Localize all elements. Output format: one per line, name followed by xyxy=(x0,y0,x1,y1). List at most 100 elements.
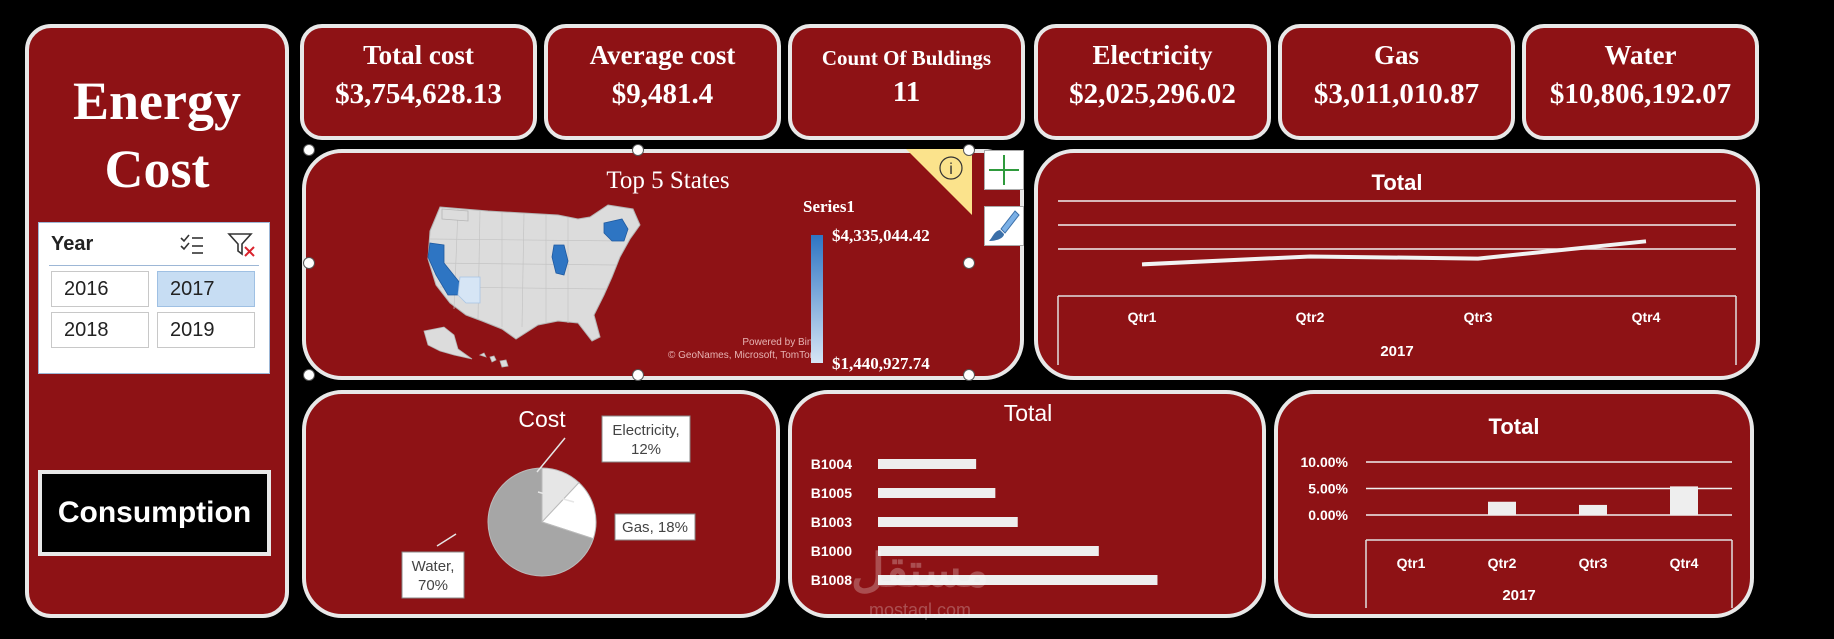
kpi-value: $9,481.4 xyxy=(611,78,714,110)
column-bar xyxy=(1488,501,1516,515)
resize-handle[interactable] xyxy=(632,144,644,156)
map-legend-max: $4,335,044.42 xyxy=(832,226,930,245)
slicer-header: Year xyxy=(51,233,94,255)
line-category-label: Qtr2 xyxy=(1296,309,1325,325)
kpi-average-cost: Average cost $9,481.4 xyxy=(544,24,781,140)
kpi-label: Water xyxy=(1604,40,1677,70)
year-option-2019[interactable]: 2019 xyxy=(157,312,255,348)
hbar-bar xyxy=(878,488,996,498)
resize-handle[interactable] xyxy=(303,257,315,269)
hawaii-shape xyxy=(478,352,509,368)
column-chart-card[interactable]: Total 10.00% 5.00% 0.00% Qtr1 Qtr2 Qtr3 Qtr4 … xyxy=(1274,390,1754,618)
year-option-2017[interactable]: 2017 xyxy=(157,271,255,307)
state-new-york xyxy=(603,218,629,242)
kpi-value: 11 xyxy=(892,76,921,108)
column-tick-label: 5.00% xyxy=(1308,481,1348,497)
line-category-label: Qtr1 xyxy=(1128,309,1157,325)
hbar-bars: B1004 B1005 B1003 B1000 B1008 xyxy=(811,456,1158,588)
map-chart-card[interactable]: Top 5 States Powered by Bing © GeoNames,… xyxy=(302,149,1024,380)
map-legend-gradient xyxy=(811,235,823,363)
year-option-2016[interactable]: 2016 xyxy=(51,271,149,307)
column-tick-label: 10.00% xyxy=(1301,454,1349,470)
hbar-category-label: B1000 xyxy=(811,543,852,559)
line-chart-title: Total xyxy=(1372,170,1423,195)
column-tick-label: 0.00% xyxy=(1308,507,1348,523)
pie-label-electricity: Electricity, 12% xyxy=(601,415,691,463)
hbar-category-label: B1003 xyxy=(811,514,852,530)
state-washington xyxy=(441,208,469,222)
resize-handle[interactable] xyxy=(963,369,975,381)
consumption-button[interactable]: Consumption xyxy=(38,470,271,556)
hbar-chart-card[interactable]: Total B1004 B1005 B1003 B1000 B1008 xyxy=(788,390,1266,618)
kpi-total-cost: Total cost $3,754,628.13 xyxy=(300,24,537,140)
brush-icon xyxy=(989,210,1020,241)
multi-select-icon[interactable] xyxy=(179,233,205,257)
us-map xyxy=(423,204,641,368)
column-axis-box xyxy=(1365,539,1733,608)
line-chart: Total Qtr1 Qtr2 Qtr3 Qtr4 2017 xyxy=(1057,170,1737,365)
hbar-bar xyxy=(878,575,1158,585)
hbar-category-label: B1004 xyxy=(811,456,852,472)
pie-slices xyxy=(487,467,597,577)
kpi-electricity: Electricity $2,025,296.02 xyxy=(1034,24,1271,140)
pie-label-gas-text: Gas, 18% xyxy=(622,519,688,536)
column-category-label: Qtr4 xyxy=(1670,555,1699,571)
year-slicer: Year 2016 2017 2018 2019 xyxy=(38,222,270,374)
pie-chart: Cost Electricity, 12% Gas, 18% Water, 70… xyxy=(401,406,696,599)
column-category-label: Qtr3 xyxy=(1579,555,1608,571)
kpi-label: Electricity xyxy=(1092,40,1213,70)
hbar-category-label: B1008 xyxy=(811,572,852,588)
pie-chart-card[interactable]: Cost Electricity, 12% Gas, 18% Water, 70… xyxy=(302,390,780,618)
kpi-label: Total cost xyxy=(363,40,474,70)
line-series xyxy=(1141,239,1647,267)
pie-label-electricity-name: Electricity, xyxy=(612,422,679,439)
kpi-label: Average cost xyxy=(589,40,736,70)
line-category-label: Qtr3 xyxy=(1464,309,1493,325)
resize-handle[interactable] xyxy=(303,144,315,156)
hbar-chart: Total B1004 B1005 B1003 B1000 B1008 xyxy=(811,400,1158,588)
resize-handle[interactable] xyxy=(632,369,644,381)
dashboard-title-line1: Energy xyxy=(73,71,241,131)
resize-handle[interactable] xyxy=(963,257,975,269)
clear-filter-icon[interactable] xyxy=(227,231,257,259)
hbar-category-label: B1005 xyxy=(811,485,852,501)
kpi-value: $10,806,192.07 xyxy=(1549,78,1732,110)
pie-chart-title: Cost xyxy=(518,406,566,432)
column-category-label: Qtr1 xyxy=(1397,555,1426,571)
kpi-count-buildings: Count Of Buldings 11 xyxy=(788,24,1025,140)
kpi-label: Count Of Buldings xyxy=(821,46,992,70)
line-category-labels: Qtr1 Qtr2 Qtr3 Qtr4 xyxy=(1128,309,1661,325)
chart-styles-button[interactable] xyxy=(984,206,1024,246)
pie-label-water: Water, 70% xyxy=(401,551,465,599)
hbar-bar xyxy=(878,459,977,469)
pie-label-electricity-value: 12% xyxy=(631,441,661,458)
dashboard-title-line2: Cost xyxy=(104,139,210,199)
line-category-label: Qtr4 xyxy=(1632,309,1661,325)
map-legend-title: Series1 xyxy=(803,197,855,216)
pie-label-water-value: 70% xyxy=(418,577,448,594)
plus-icon xyxy=(989,155,1019,185)
kpi-value: $3,011,010.87 xyxy=(1313,78,1480,110)
map-credit-line2: © GeoNames, Microsoft, TomTom xyxy=(668,350,818,361)
line-axis-box xyxy=(1057,295,1737,365)
column-bar xyxy=(1670,486,1698,515)
hbar-bar xyxy=(878,517,1018,527)
column-group-label: 2017 xyxy=(1502,587,1535,604)
pie-slice-water xyxy=(487,467,594,577)
state-arizona xyxy=(457,276,481,304)
line-gridlines xyxy=(1058,200,1736,250)
resize-handle[interactable] xyxy=(963,144,975,156)
hbar-chart-title: Total xyxy=(1004,400,1053,426)
line-chart-card[interactable]: Total Qtr1 Qtr2 Qtr3 Qtr4 2017 xyxy=(1034,149,1760,380)
chart-elements-button[interactable] xyxy=(984,150,1024,190)
line-group-label: 2017 xyxy=(1380,343,1413,360)
year-option-2018[interactable]: 2018 xyxy=(51,312,149,348)
us-mainland-shape xyxy=(427,204,641,342)
column-bars xyxy=(1488,486,1698,515)
map-credit-line1: Powered by Bing xyxy=(742,337,818,348)
map-legend-min: $1,440,927.74 xyxy=(832,354,930,373)
resize-handle[interactable] xyxy=(303,369,315,381)
info-corner-badge[interactable]: i xyxy=(906,149,974,217)
info-icon: i xyxy=(949,161,953,178)
slicer-divider xyxy=(49,265,259,266)
